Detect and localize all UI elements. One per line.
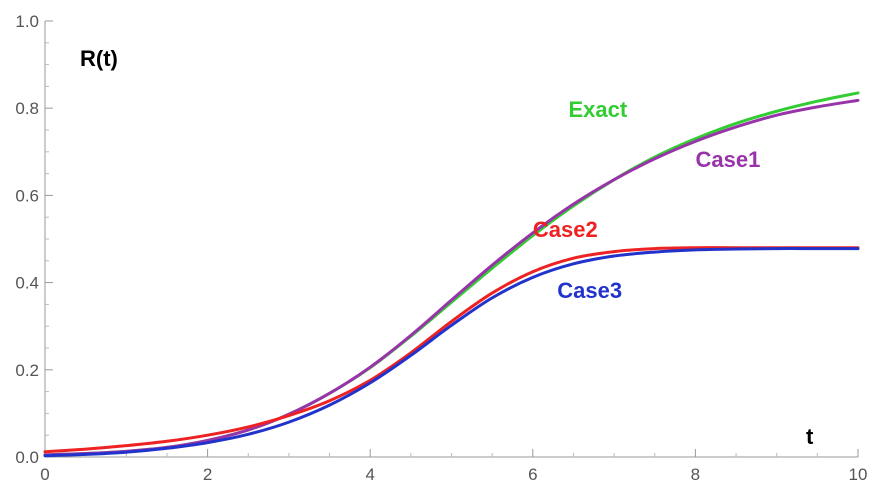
x-tick-label: 10 bbox=[849, 465, 868, 484]
series-label-case3: Case3 bbox=[557, 278, 622, 303]
series-line-case3 bbox=[43, 247, 860, 458]
series-label-case2: Case2 bbox=[533, 217, 598, 242]
series-lines bbox=[43, 91, 860, 458]
axes bbox=[44, 21, 858, 458]
series-label-case1: Case1 bbox=[695, 147, 760, 172]
x-tick-label: 4 bbox=[365, 465, 374, 484]
series-labels: Exact Case1 Case2 Case3 bbox=[533, 97, 760, 303]
series-label-exact: Exact bbox=[568, 97, 627, 122]
y-tick-label: 0.2 bbox=[15, 361, 39, 380]
series-line-case2 bbox=[43, 246, 860, 454]
y-tick-label: 0.0 bbox=[15, 448, 39, 467]
y-tick-label: 0.6 bbox=[15, 186, 39, 205]
x-tick-label: 6 bbox=[528, 465, 537, 484]
y-axis-label: R(t) bbox=[80, 46, 118, 71]
x-tick-label: 2 bbox=[203, 465, 212, 484]
x-tick-label: 8 bbox=[691, 465, 700, 484]
x-axis-label: t bbox=[806, 424, 814, 449]
y-tick-label: 1.0 bbox=[15, 12, 39, 31]
y-tick-label: 0.8 bbox=[15, 99, 39, 118]
y-tick-label: 0.4 bbox=[15, 274, 39, 293]
x-tick-label: 0 bbox=[40, 465, 49, 484]
ticks: 0 2 4 6 8 10 0.0 0.2 0.4 0.6 0.8 1.0 bbox=[15, 12, 867, 484]
